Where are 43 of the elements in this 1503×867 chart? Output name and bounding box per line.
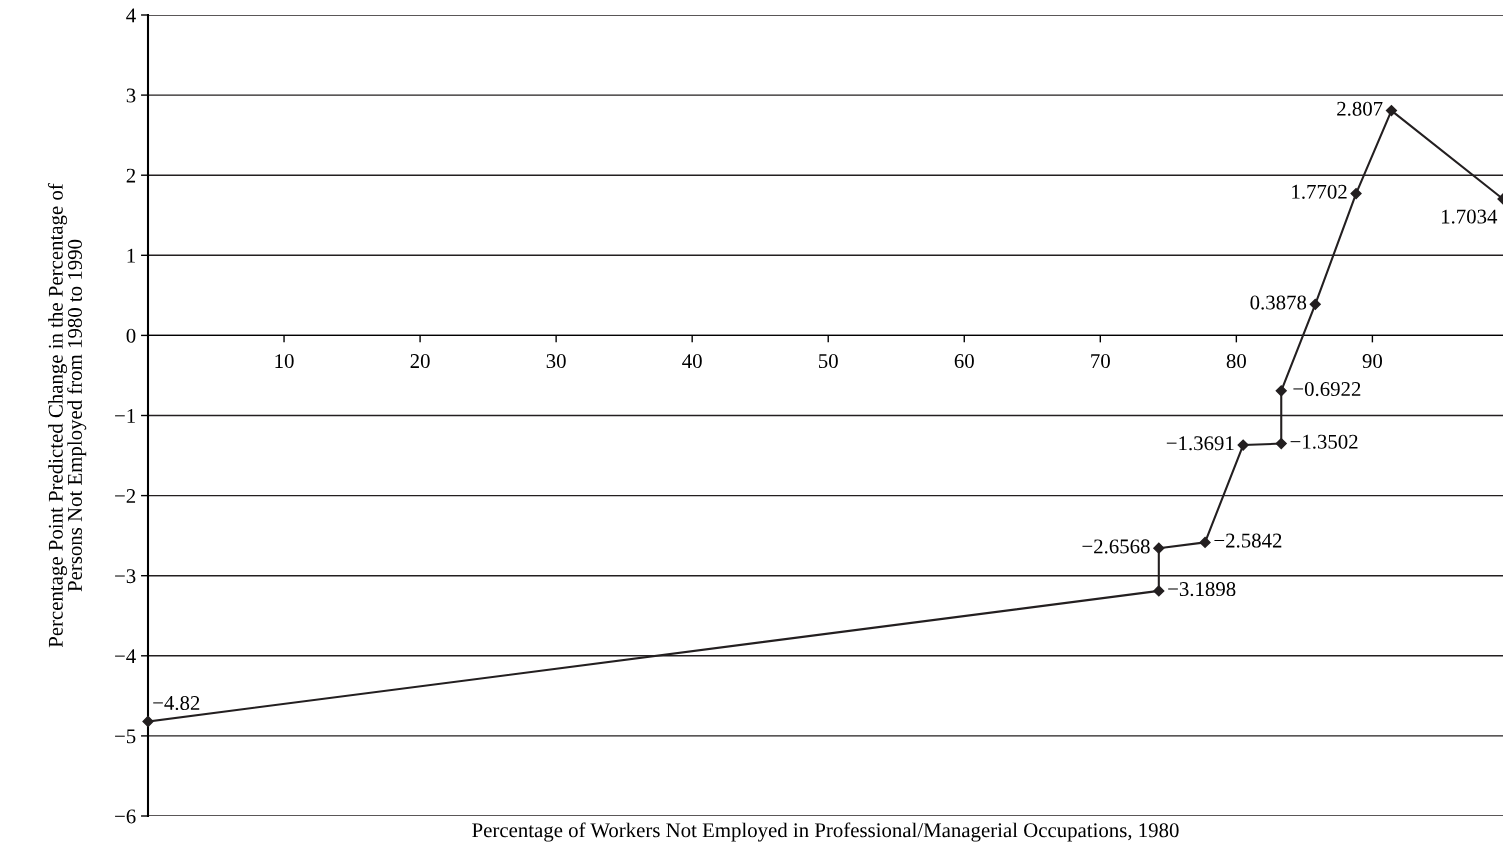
data-label: 1.7702 <box>1292 184 1347 199</box>
y-tick-label: 2 <box>126 168 136 183</box>
y-tick-label: −1 <box>115 408 135 423</box>
point <box>1309 298 1321 310</box>
x-axis-title: Percentage of Workers Not Employed in Professional/Managerial Occupations, 1980 <box>472 822 1179 842</box>
y-tick-label: 4 <box>126 8 136 23</box>
x-tick-label: 20 <box>410 354 430 369</box>
y-tick-label: −3 <box>115 569 136 584</box>
data-label: −4.82 <box>153 695 200 711</box>
point <box>1237 439 1249 451</box>
data-label: 0.3878 <box>1250 295 1307 310</box>
point <box>1275 385 1287 397</box>
data-label: 1.7034 <box>1441 209 1498 224</box>
point <box>1385 104 1398 117</box>
data-label: −2.6568 <box>1082 539 1150 554</box>
point <box>1153 585 1165 597</box>
x-tick-label: 60 <box>954 354 974 369</box>
y-axis-title: Percentage Point Predicted Change in the Percentage of Persons Not Employed from 1980 to 1990 <box>47 183 87 648</box>
x-tick-label: 40 <box>682 354 702 369</box>
x-tick-label: 10 <box>275 354 294 369</box>
data-label: −0.6922 <box>1293 382 1361 397</box>
data-label: −1.3502 <box>1290 434 1358 449</box>
x-tick-label: 30 <box>546 354 566 369</box>
data-label: −1.3691 <box>1166 436 1234 451</box>
point <box>1153 542 1165 554</box>
y-tick-label: 0 <box>126 328 136 343</box>
x-tick-label: 80 <box>1226 354 1246 369</box>
point <box>142 715 154 728</box>
y-tick-label: −5 <box>115 729 136 744</box>
y-tick-label: 1 <box>127 248 135 263</box>
x-tick-label: 90 <box>1362 354 1383 369</box>
data-label: −2.5842 <box>1214 533 1282 548</box>
x-tick-label: 70 <box>1091 354 1110 369</box>
y-tick-label: −4 <box>115 649 136 664</box>
data-label: −3.1898 <box>1168 582 1236 597</box>
x-tick-label: 50 <box>819 354 838 369</box>
point <box>1275 437 1287 450</box>
y-tick-label: −2 <box>115 489 136 503</box>
y-tick-label: 3 <box>126 88 136 103</box>
point <box>1350 188 1362 200</box>
point <box>1199 536 1211 548</box>
data-label: 2.807 <box>1337 101 1383 116</box>
y-tick-label: −6 <box>115 809 136 824</box>
